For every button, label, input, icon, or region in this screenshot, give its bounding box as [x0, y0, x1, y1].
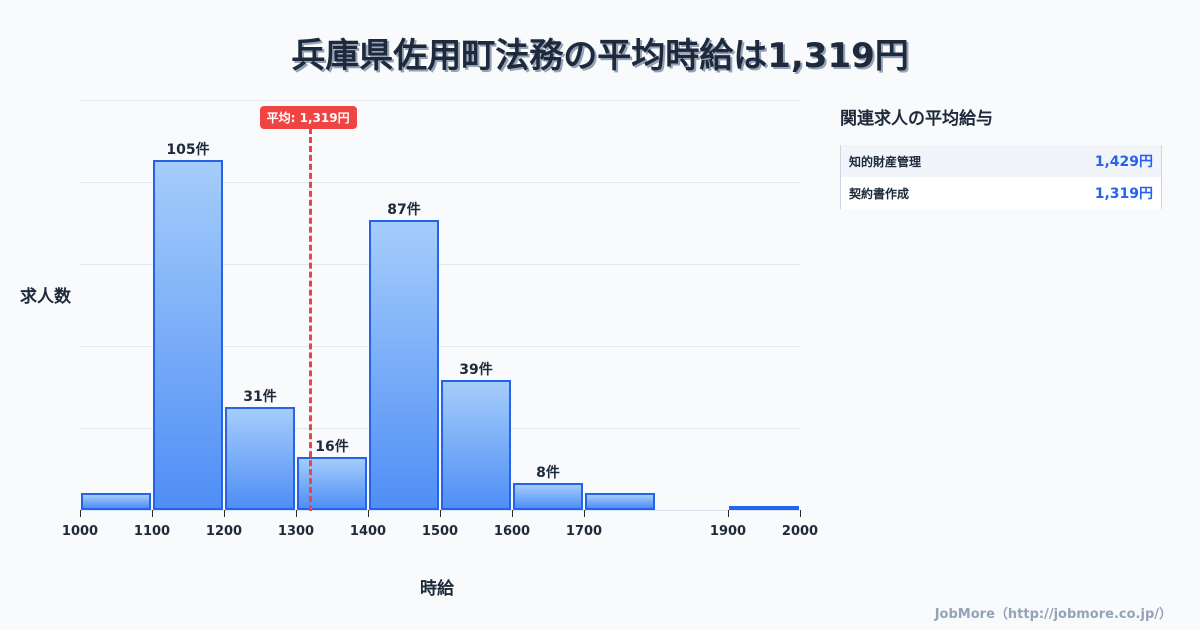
gridline [80, 428, 800, 429]
x-tick-label: 1300 [277, 524, 315, 539]
footer-credit: JobMore（http://jobmore.co.jp/） [934, 607, 1172, 622]
x-tick-label: 1400 [349, 524, 387, 539]
related-salary-row: 契約書作成 1,319円 [841, 177, 1161, 209]
histogram-bar [369, 220, 439, 510]
bar-value-label: 31件 [243, 388, 277, 405]
x-tick-label: 1500 [421, 524, 459, 539]
histogram-bar [513, 483, 583, 510]
x-tick-label: 1200 [205, 524, 243, 539]
page-title: 兵庫県佐用町法務の平均時給は1,319円 [291, 36, 909, 76]
related-salary-table: 知的財産管理 1,429円 契約書作成 1,319円 [840, 145, 1162, 209]
x-tick [584, 510, 585, 517]
histogram-bar [153, 160, 223, 510]
x-tick [224, 510, 225, 517]
average-badge: 平均: 1,319円 [259, 106, 357, 129]
related-salary-title: 関連求人の平均給与 [840, 109, 993, 129]
x-tick [80, 510, 81, 517]
bar-value-label: 87件 [387, 202, 421, 218]
related-job-name: 知的財産管理 [849, 154, 922, 169]
histogram-bar [81, 493, 151, 510]
bar-value-label: 16件 [315, 438, 349, 455]
x-tick-label: 1900 [709, 524, 747, 539]
related-job-salary: 1,429円 [1094, 154, 1153, 170]
histogram-bar [585, 493, 655, 510]
histogram-chart: 105件 31件 16件 87件 39件 8件 1000 1100 1200 1300 1400 1… [20, 100, 818, 599]
histogram-bar [225, 406, 295, 510]
related-salary-row: 知的財産管理 1,429円 [841, 145, 1161, 177]
bar-value-label: 39件 [459, 362, 493, 378]
histogram-bar [297, 456, 367, 510]
y-axis-label: 求人数 [20, 287, 71, 307]
x-tick [728, 510, 729, 517]
x-tick-label: 2000 [781, 524, 819, 539]
gridline [80, 182, 800, 183]
histogram-bar [441, 380, 511, 510]
average-line [308, 128, 312, 511]
x-tick [512, 510, 513, 517]
x-tick [440, 510, 441, 517]
x-axis-label: 時給 [420, 579, 454, 599]
x-tick-label: 1100 [133, 524, 171, 539]
x-tick-label: 1700 [565, 524, 603, 539]
gridline [80, 346, 800, 347]
x-tick [368, 510, 369, 517]
gridline [80, 264, 800, 265]
x-tick [152, 510, 153, 517]
related-job-name: 契約書作成 [849, 186, 910, 201]
x-tick-label: 1000 [61, 524, 99, 539]
gridline [80, 100, 800, 101]
x-tick [800, 510, 801, 517]
related-job-salary: 1,319円 [1094, 186, 1153, 202]
x-tick [296, 510, 297, 517]
bar-value-label: 8件 [536, 465, 560, 482]
histogram-bar [729, 506, 799, 510]
x-tick-label: 1600 [493, 524, 531, 539]
bar-value-label: 105件 [166, 142, 210, 158]
